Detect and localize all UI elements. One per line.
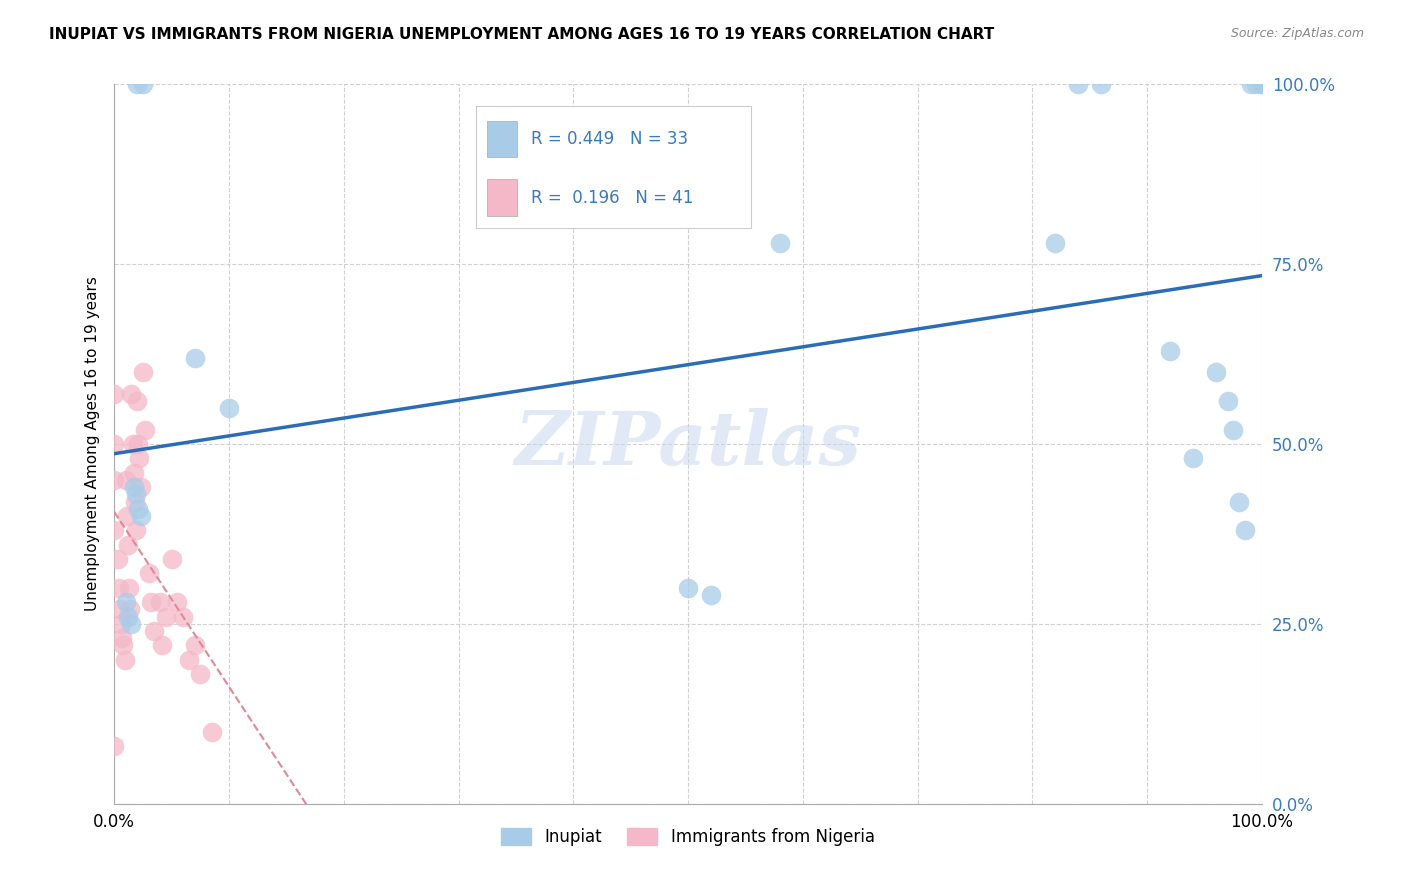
Y-axis label: Unemployment Among Ages 16 to 19 years: Unemployment Among Ages 16 to 19 years [86, 277, 100, 612]
Point [122, 480, 145, 494]
Legend: Inupiat, Immigrants from Nigeria: Inupiat, Immigrants from Nigeria [495, 822, 882, 853]
Point [108, 602, 131, 616]
Point [201, 724, 224, 739]
Point [114, 473, 136, 487]
Point [103, 473, 125, 487]
Point [111, 631, 134, 645]
Point [124, 494, 146, 508]
Point [1239, 78, 1261, 92]
Point [120, 616, 142, 631]
Point [1045, 235, 1067, 250]
Point [1090, 78, 1112, 92]
Point [166, 595, 188, 609]
Point [103, 437, 125, 451]
Point [700, 588, 723, 602]
Point [132, 365, 155, 379]
Point [117, 609, 139, 624]
Point [134, 423, 156, 437]
Point [1067, 78, 1090, 92]
Point [103, 739, 125, 753]
Point [155, 609, 177, 624]
Point [1216, 393, 1239, 408]
Point [114, 595, 136, 609]
Point [122, 466, 145, 480]
Point [125, 524, 148, 538]
Point [107, 581, 129, 595]
Point [149, 595, 172, 609]
Point [160, 552, 183, 566]
Point [121, 437, 143, 451]
Point [107, 552, 129, 566]
Point [1159, 343, 1181, 358]
Point [183, 351, 205, 365]
Point [120, 602, 142, 616]
Point [120, 386, 142, 401]
Point [127, 393, 149, 408]
Text: Source: ZipAtlas.com: Source: ZipAtlas.com [1230, 27, 1364, 40]
Point [118, 581, 141, 595]
Point [1246, 78, 1268, 92]
Point [1182, 451, 1205, 466]
Point [1222, 423, 1244, 437]
Point [177, 653, 200, 667]
Point [103, 524, 125, 538]
Point [117, 538, 139, 552]
Point [172, 609, 194, 624]
Text: INUPIAT VS IMMIGRANTS FROM NIGERIA UNEMPLOYMENT AMONG AGES 16 TO 19 YEARS CORREL: INUPIAT VS IMMIGRANTS FROM NIGERIA UNEMP… [49, 27, 994, 42]
Point [183, 639, 205, 653]
Point [114, 653, 136, 667]
Point [152, 639, 174, 653]
Point [143, 624, 166, 638]
Text: ZIPatlas: ZIPatlas [515, 408, 862, 480]
Point [127, 78, 149, 92]
Point [129, 508, 152, 523]
Point [139, 595, 162, 609]
Point [769, 235, 792, 250]
Point [218, 401, 240, 415]
Point [138, 566, 160, 581]
Point [128, 451, 150, 466]
Point [110, 616, 132, 631]
Point [676, 581, 699, 595]
Point [1233, 524, 1256, 538]
Point [115, 508, 138, 523]
Point [129, 480, 152, 494]
Point [103, 386, 125, 401]
Point [188, 667, 211, 681]
Point [132, 78, 155, 92]
Point [127, 501, 149, 516]
Point [127, 437, 149, 451]
Point [1205, 365, 1227, 379]
Point [1227, 494, 1250, 508]
Point [1251, 78, 1274, 92]
Point [112, 639, 135, 653]
Point [1251, 78, 1274, 92]
Point [125, 487, 148, 501]
